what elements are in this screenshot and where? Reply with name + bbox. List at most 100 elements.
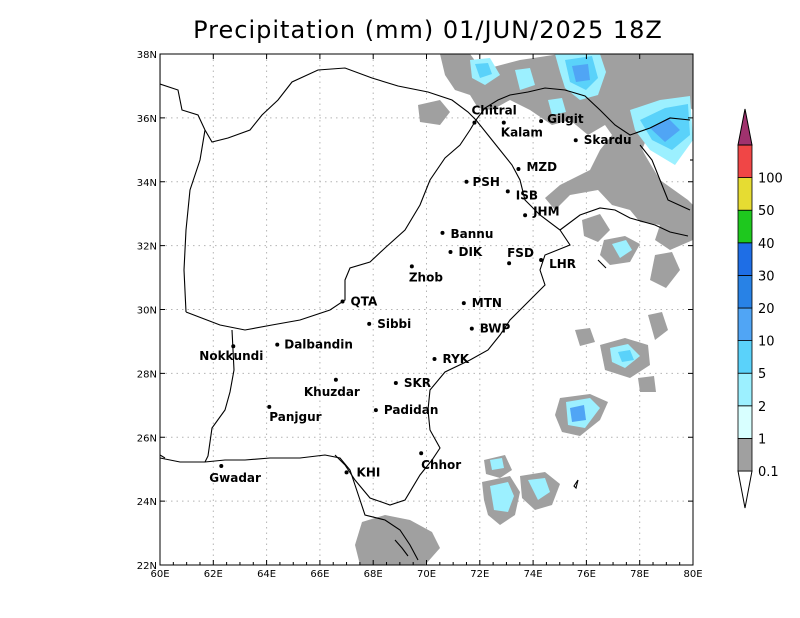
city-chitral: Chitral bbox=[471, 104, 517, 125]
legend-swatch bbox=[737, 177, 753, 211]
city-dot bbox=[340, 299, 345, 304]
city-dik: DIK bbox=[448, 245, 483, 259]
city-psh: PSH bbox=[464, 175, 500, 189]
legend-swatch bbox=[737, 437, 753, 472]
city-dot bbox=[501, 120, 506, 125]
city-panjgur: Panjgur bbox=[267, 404, 322, 424]
city-dot bbox=[523, 213, 528, 218]
lon-tick-label: 64E bbox=[257, 569, 276, 580]
city-qta: QTA bbox=[340, 295, 378, 309]
lon-tick-label: 62E bbox=[204, 569, 223, 580]
city-dot bbox=[448, 250, 453, 255]
lat-tick-label: 32N bbox=[137, 242, 157, 253]
legend-swatch bbox=[737, 340, 753, 374]
city-mzd: MZD bbox=[516, 160, 557, 174]
city-bannu: Bannu bbox=[440, 227, 493, 241]
lon-tick-label: 78E bbox=[630, 569, 649, 580]
map-title: Precipitation (mm) 01/JUN/2025 18Z bbox=[193, 16, 663, 44]
city-sibbi: Sibbi bbox=[367, 317, 411, 331]
city-label: Dalbandin bbox=[284, 338, 353, 352]
city-dot bbox=[573, 138, 578, 143]
city-label: ISB bbox=[516, 188, 538, 202]
legend-label: 1 bbox=[758, 432, 766, 447]
gridlines bbox=[160, 54, 693, 565]
city-dot bbox=[393, 380, 398, 385]
legend-swatch bbox=[737, 242, 753, 276]
legend-swatch bbox=[737, 209, 753, 244]
legend-label: 0.1 bbox=[758, 465, 779, 480]
lat-tick-label: 28N bbox=[137, 369, 157, 380]
city-dot bbox=[409, 264, 414, 269]
city-dot bbox=[432, 357, 437, 362]
lat-tick-label: 26N bbox=[137, 433, 157, 444]
city-label: MTN bbox=[472, 296, 502, 310]
city-label: Gwadar bbox=[209, 471, 261, 485]
city-dot bbox=[539, 257, 544, 262]
lon-tick-label: 72E bbox=[470, 569, 489, 580]
city-dot bbox=[505, 189, 510, 194]
city-chhor: Chhor bbox=[419, 451, 461, 472]
city-dot bbox=[275, 342, 280, 347]
city-dot bbox=[461, 301, 466, 306]
city-zhob: Zhob bbox=[409, 264, 443, 284]
city-label: SKR bbox=[404, 376, 431, 390]
legend-swatch bbox=[737, 307, 753, 341]
city-label: Nokkundi bbox=[199, 349, 263, 363]
lat-tick-label: 36N bbox=[137, 114, 157, 125]
lat-tick-label: 22N bbox=[137, 561, 157, 572]
city-lhr: LHR bbox=[539, 257, 576, 271]
lon-tick-label: 80E bbox=[683, 569, 702, 580]
color-legend: 0.1 1 2 5 10 20 30 40 50 100 bbox=[737, 108, 783, 509]
city-dot bbox=[539, 119, 544, 124]
city-label: Bannu bbox=[450, 227, 493, 241]
legend-label: 50 bbox=[758, 204, 775, 219]
legend-label: 100 bbox=[758, 172, 783, 187]
city-label: Gilgit bbox=[547, 112, 584, 126]
axis-ticks: 60E 62E 64E 66E 68E 70E 72E 74E 76E 78E 80E 22N 24N 2… bbox=[137, 50, 703, 580]
city-dot bbox=[472, 120, 477, 125]
country-borders bbox=[160, 54, 693, 561]
city-label: Padidan bbox=[384, 403, 439, 417]
lat-tick-label: 38N bbox=[137, 50, 157, 61]
city-label: RYK bbox=[442, 352, 469, 366]
city-label: QTA bbox=[351, 295, 378, 309]
city-ryk: RYK bbox=[432, 352, 470, 366]
city-gwadar: Gwadar bbox=[209, 463, 261, 485]
city-dalbandin: Dalbandin bbox=[275, 338, 353, 352]
lon-tick-label: 60E bbox=[150, 569, 169, 580]
city-label: MZD bbox=[526, 160, 557, 174]
city-dot bbox=[344, 470, 349, 475]
city-dot bbox=[464, 179, 469, 184]
legend-swatch bbox=[737, 405, 753, 439]
legend-under-arrow bbox=[737, 470, 753, 509]
city-dot bbox=[367, 321, 372, 326]
city-label: PSH bbox=[472, 175, 499, 189]
city-label: BWP bbox=[480, 322, 511, 336]
city-khuzdar: Khuzdar bbox=[304, 377, 360, 399]
city-dot bbox=[231, 344, 236, 349]
city-label: DIK bbox=[458, 245, 482, 259]
city-label: KHI bbox=[357, 465, 381, 479]
city-skardu: Skardu bbox=[573, 133, 632, 147]
city-label: FSD bbox=[507, 246, 534, 260]
lat-tick-label: 24N bbox=[137, 497, 157, 508]
city-label: Skardu bbox=[584, 133, 632, 147]
city-nokkundi: Nokkundi bbox=[199, 344, 263, 363]
city-fsd: FSD bbox=[507, 246, 534, 266]
legend-label: 20 bbox=[758, 302, 775, 317]
legend-swatch bbox=[737, 372, 753, 407]
city-dot bbox=[516, 166, 521, 171]
city-label: Zhob bbox=[409, 270, 443, 284]
city-padidan: Padidan bbox=[373, 403, 439, 417]
lon-tick-label: 74E bbox=[524, 569, 543, 580]
precipitation-field bbox=[355, 54, 693, 565]
city-bwp: BWP bbox=[469, 322, 511, 336]
legend-swatch bbox=[737, 274, 753, 309]
city-label: Khuzdar bbox=[304, 385, 360, 399]
legend-swatch bbox=[737, 144, 753, 178]
city-dot bbox=[507, 261, 512, 266]
city-dot bbox=[373, 408, 378, 413]
city-dot bbox=[267, 404, 272, 409]
city-kalam: Kalam bbox=[501, 120, 543, 140]
